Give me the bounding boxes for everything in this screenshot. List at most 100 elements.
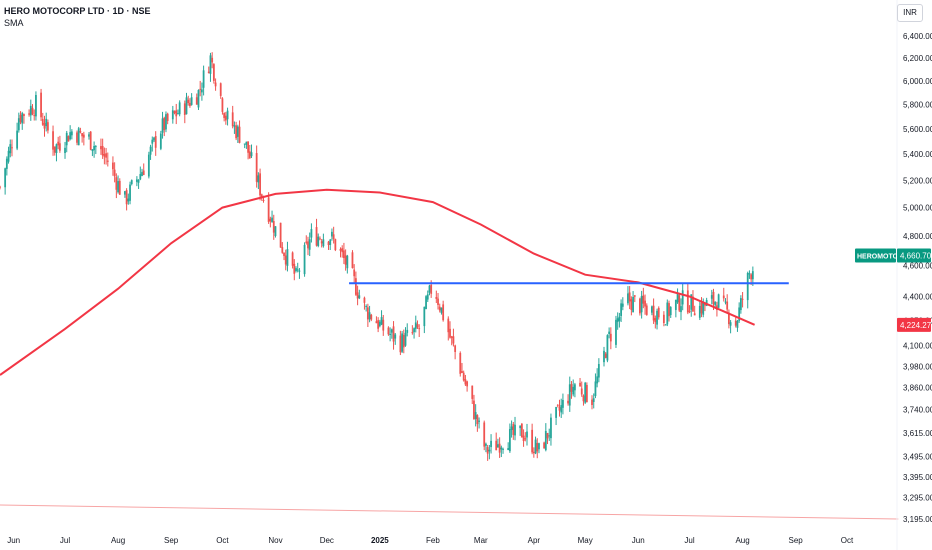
price-axis[interactable]: 6,400.00 6,200.00 6,000.00 5,800.00 5,600.00… xyxy=(903,32,932,524)
candle-body xyxy=(522,435,525,441)
candle-body xyxy=(17,118,20,131)
indicator-label[interactable]: SMA xyxy=(4,18,24,28)
candle-body xyxy=(461,370,463,373)
candle-body xyxy=(726,301,729,310)
candle-body xyxy=(238,126,241,143)
candle-body xyxy=(308,239,311,250)
candle-body xyxy=(183,103,186,115)
candle-body xyxy=(490,440,492,448)
candle-body xyxy=(654,318,657,323)
candle-body xyxy=(199,88,202,90)
candle-body xyxy=(70,131,73,136)
candle-body xyxy=(202,70,205,88)
candle-body xyxy=(141,172,143,176)
candle-body xyxy=(91,149,94,152)
candle-body xyxy=(267,197,270,222)
candle-body xyxy=(514,424,516,436)
candle-body xyxy=(692,296,694,312)
candle-body xyxy=(207,71,210,73)
candle-body xyxy=(82,134,85,138)
y-tick-label: 5,400.00 xyxy=(903,150,932,159)
candle-body xyxy=(674,299,677,310)
candle-body xyxy=(558,407,561,411)
candle-body xyxy=(106,160,109,162)
candle-body xyxy=(320,241,323,244)
candle-body xyxy=(582,395,585,402)
candle-body xyxy=(113,169,116,177)
candle-body xyxy=(124,191,126,195)
y-tick-label: 3,860.00 xyxy=(903,384,932,393)
x-tick-label: Aug xyxy=(735,536,749,545)
candle-body xyxy=(428,285,431,293)
candle-body xyxy=(452,336,455,344)
candle-body xyxy=(497,444,499,448)
candle-body xyxy=(283,252,285,256)
candle-body xyxy=(331,231,333,237)
candle-body xyxy=(173,111,176,114)
candle-body xyxy=(100,146,102,150)
x-tick-label: Oct xyxy=(841,536,854,545)
candle-body xyxy=(224,115,227,121)
candle-body xyxy=(543,442,546,449)
candle-body xyxy=(722,295,725,299)
candle-body xyxy=(231,112,234,127)
lower-trendline[interactable] xyxy=(0,504,899,520)
candle-body xyxy=(739,298,742,311)
candle-body xyxy=(317,236,320,247)
x-tick-label: Jul xyxy=(684,536,694,545)
candle-body xyxy=(363,297,366,303)
candle-body xyxy=(664,324,667,326)
x-tick-label: Dec xyxy=(320,536,334,545)
candle-body xyxy=(43,122,46,129)
candle-body xyxy=(555,407,557,418)
candle-body xyxy=(5,158,8,169)
candle-body xyxy=(137,179,140,183)
last-price-tag xyxy=(897,248,931,263)
candle-body xyxy=(353,269,356,277)
candle-body xyxy=(332,234,335,240)
candle-body xyxy=(702,301,705,315)
time-axis[interactable]: Jun Jul Aug Sep Oct Nov Dec 2025 Feb Mar Apr May Jun… xyxy=(7,536,854,545)
currency-button[interactable]: INR xyxy=(897,4,923,22)
candle-body xyxy=(485,443,487,446)
candle-body xyxy=(714,302,717,306)
candle-body xyxy=(657,307,660,318)
candle-body xyxy=(502,448,504,450)
candle-body xyxy=(187,99,190,104)
candle-body xyxy=(746,272,749,301)
candle-body xyxy=(644,300,646,307)
candle-body xyxy=(178,102,181,115)
candle-body xyxy=(19,114,22,123)
candle-body xyxy=(219,83,222,96)
candle-body xyxy=(339,248,342,251)
candle-body xyxy=(235,125,238,139)
candle-body xyxy=(274,226,277,237)
y-tick-label: 4,800.00 xyxy=(903,232,932,241)
candle-body xyxy=(291,252,294,266)
sma-line xyxy=(0,188,755,376)
candle-body xyxy=(41,119,44,125)
candle-body xyxy=(105,153,107,158)
candle-body xyxy=(255,153,258,182)
y-tick-label: 4,400.00 xyxy=(903,293,932,302)
candle-body xyxy=(473,400,475,419)
candle-body xyxy=(94,146,97,148)
candle-body xyxy=(606,335,609,361)
candle-body xyxy=(281,247,284,253)
candle-body xyxy=(341,248,344,253)
candle-body xyxy=(507,448,510,451)
candle-body xyxy=(185,97,188,115)
candle-body xyxy=(580,388,583,395)
y-tick-label: 4,600.00 xyxy=(903,262,932,271)
candle-body xyxy=(440,307,443,313)
x-tick-label: May xyxy=(578,536,593,545)
candle-body xyxy=(603,350,605,363)
candle-body xyxy=(727,312,730,325)
candle-body xyxy=(401,333,403,352)
candle-body xyxy=(29,105,32,116)
candle-body xyxy=(153,137,155,141)
candle-body xyxy=(211,57,214,63)
candle-body xyxy=(368,312,371,320)
candle-body xyxy=(53,146,56,153)
